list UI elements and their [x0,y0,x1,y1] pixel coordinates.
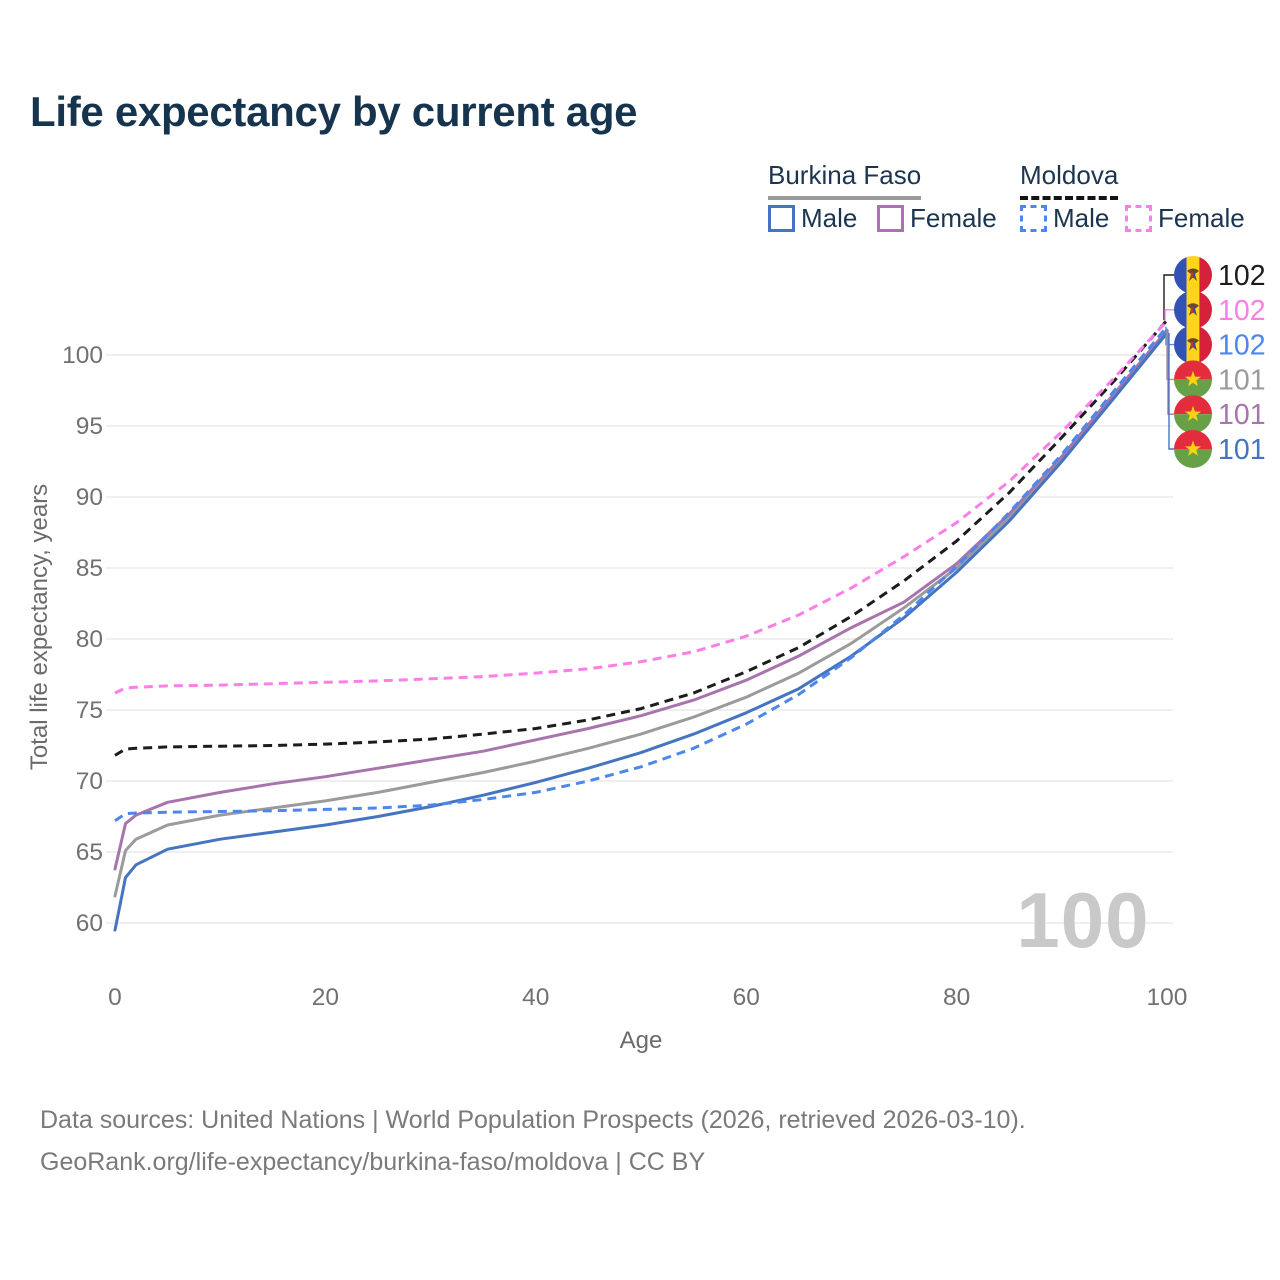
series-lines [113,319,1169,932]
legend-checkbox-moldova-female-icon[interactable] [1125,205,1152,232]
y-tick-70: 70 [76,768,103,795]
y-tick-60: 60 [76,910,103,937]
end-label-connector [1164,309,1174,321]
legend-item-burkina-faso-male[interactable]: Male [768,203,857,234]
legend-item-label: Female [910,203,997,233]
legend-group-burkina-faso-label: Burkina Faso [768,160,922,190]
y-tick-90: 90 [76,484,103,511]
flag-icon-moldova [1174,325,1212,364]
end-value-burkina-faso-total: 101 [1218,364,1266,396]
flag-icon-burkina-faso [1174,430,1212,468]
end-value-moldova-female: 102 [1218,295,1266,327]
legend-item-moldova-female[interactable]: Female [1125,203,1245,234]
watermark-100: 100 [1016,876,1149,964]
gridlines [106,354,1173,924]
flag-icon-burkina-faso [1174,360,1212,399]
y-axis-title: Total life expectancy, years [26,484,53,770]
x-tick-20: 20 [312,984,339,1011]
page-title: Life expectancy by current age [30,88,638,135]
y-tick-100: 100 [62,342,103,369]
end-label-connector [1163,274,1174,321]
y-tick-65: 65 [76,839,103,866]
series-line-burkina-faso-female [113,328,1169,871]
legend-checkbox-burkina-faso-male-icon[interactable] [768,205,795,232]
end-value-moldova-total: 102 [1218,260,1266,292]
legend-group-burkina-faso: Burkina Faso [768,160,922,200]
line-chart: 100 60 65 70 75 80 85 90 95 100 0 20 40 60 80 100 Tot… [26,256,1266,1054]
legend-group-moldova: Moldova [1020,160,1119,200]
y-axis-tick-labels: 60 65 70 75 80 85 90 95 100 [62,342,103,937]
x-tick-100: 100 [1147,984,1188,1011]
x-tick-60: 60 [733,984,760,1011]
end-label-connector [1168,333,1174,450]
legend-group-moldova-label: Moldova [1020,160,1119,190]
end-label-connector [1165,326,1174,346]
legend-item-label: Male [801,203,858,233]
series-line-moldova-total [114,319,1169,757]
series-line-moldova-male [114,325,1169,823]
legend-item-burkina-faso-female[interactable]: Female [877,203,997,234]
x-axis-title: Age [620,1027,663,1054]
x-tick-80: 80 [943,984,970,1011]
series-line-moldova-female [114,319,1169,695]
data-sources-text: Data sources: United Nations | World Pop… [40,1106,1026,1134]
y-tick-80: 80 [76,626,103,653]
x-tick-0: 0 [108,984,122,1011]
end-label-connector [1166,331,1174,381]
x-axis-tick-labels: 0 20 40 60 80 100 [108,984,1187,1011]
y-tick-75: 75 [76,697,103,724]
attribution-link-text[interactable]: GeoRank.org/life-expectancy/burkina-faso… [40,1148,706,1176]
y-tick-85: 85 [76,555,103,582]
legend-item-moldova-male[interactable]: Male [1020,203,1109,234]
x-tick-40: 40 [522,984,549,1011]
flag-icon-moldova [1174,290,1212,329]
legend-item-label: Male [1053,203,1110,233]
end-label-connector [1167,330,1174,415]
y-tick-95: 95 [76,413,103,440]
legend-checkbox-moldova-male-icon[interactable] [1020,205,1047,232]
end-value-burkina-faso-female: 101 [1218,399,1266,431]
series-line-burkina-faso-total [113,330,1169,898]
end-value-burkina-faso-male: 101 [1218,434,1266,466]
flag-icon-moldova [1174,256,1212,294]
flag-icon-burkina-faso [1174,395,1212,434]
legend-checkbox-burkina-faso-female-icon[interactable] [877,205,904,232]
series-line-burkina-faso-male [113,331,1169,932]
end-value-moldova-male: 102 [1218,330,1266,362]
legend-item-label: Female [1158,203,1245,233]
